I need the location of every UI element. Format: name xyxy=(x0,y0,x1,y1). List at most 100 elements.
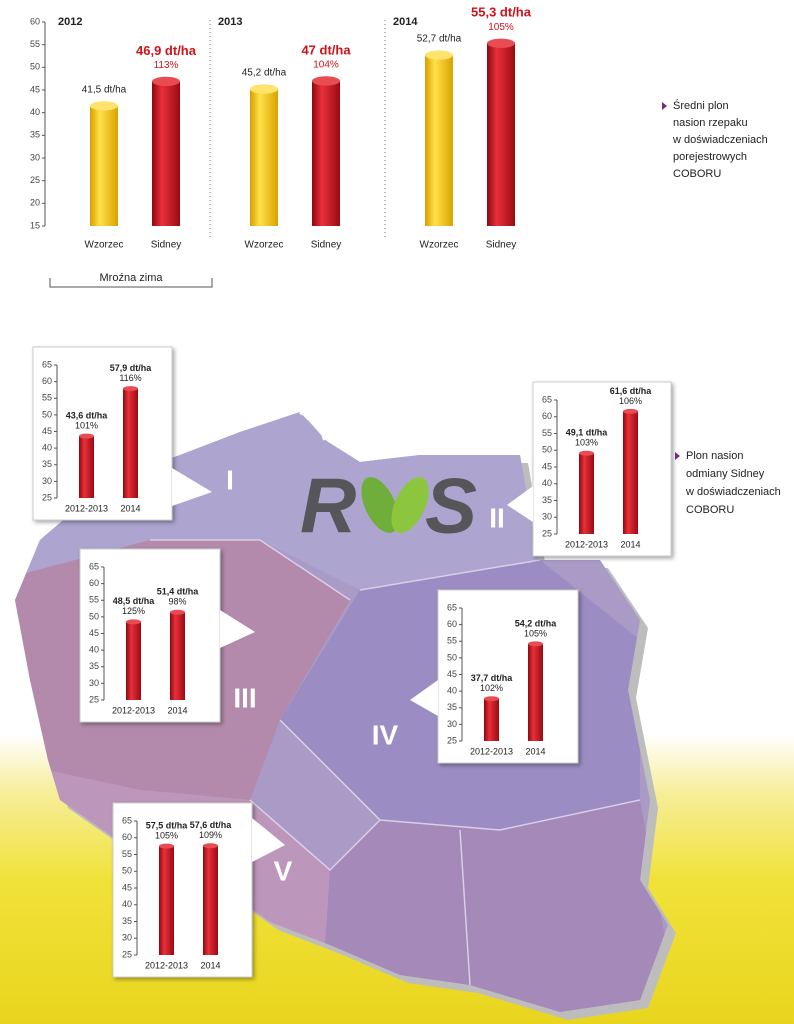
bar-cap xyxy=(79,433,94,439)
y-tick-label: 65 xyxy=(42,359,52,369)
x-tick-label: 2012-2013 xyxy=(65,503,108,513)
logo-letter: R xyxy=(300,462,356,550)
caption: w doświadczeniach xyxy=(672,134,768,146)
x-tick-label: Wzorzec xyxy=(85,240,124,251)
value-label: 45,2 dt/ha xyxy=(242,68,287,79)
percent-label: 116% xyxy=(119,373,141,383)
y-tick-label: 30 xyxy=(447,719,457,729)
y-tick-label: 30 xyxy=(122,933,132,943)
bar xyxy=(250,89,278,227)
y-tick-label: 55 xyxy=(122,849,132,859)
y-tick-label: 60 xyxy=(542,411,552,421)
x-tick-label: 2014 xyxy=(167,705,187,715)
bar xyxy=(159,846,174,955)
y-tick-label: 30 xyxy=(542,512,552,522)
group-label: 2012 xyxy=(58,16,82,28)
y-tick-label: 25 xyxy=(30,175,40,185)
callout-pointer xyxy=(410,680,438,716)
value-label: 47 dt/ha xyxy=(301,42,351,57)
percent-label: 113% xyxy=(154,60,179,71)
callout-pointer xyxy=(220,610,255,648)
percent-label: 125% xyxy=(122,606,145,616)
value-label: 48,5 dt/ha xyxy=(113,596,156,606)
callout-pointer xyxy=(172,468,212,506)
value-label: 49,1 dt/ha xyxy=(566,428,609,438)
bar-cap xyxy=(152,76,180,87)
bar xyxy=(528,643,543,741)
percent-label: 104% xyxy=(313,60,339,71)
y-tick-label: 65 xyxy=(542,394,552,404)
percent-label: 105% xyxy=(155,831,178,841)
x-tick-label: 2014 xyxy=(620,539,640,549)
y-tick-label: 55 xyxy=(447,636,457,646)
bar xyxy=(312,80,340,226)
y-tick-label: 60 xyxy=(447,619,457,629)
bar xyxy=(152,81,180,227)
callout-pointer xyxy=(252,818,285,862)
bar-cap xyxy=(159,843,174,849)
value-label: 57,6 dt/ha xyxy=(190,820,233,830)
bar-cap xyxy=(528,641,543,647)
region-label: II xyxy=(489,502,505,533)
y-tick-label: 40 xyxy=(42,443,52,453)
bar xyxy=(79,436,94,498)
y-tick-label: 35 xyxy=(122,916,132,926)
caption: w doświadczeniach xyxy=(685,486,781,498)
y-tick-label: 25 xyxy=(542,528,552,538)
x-tick-label: Wzorzec xyxy=(245,240,284,251)
y-tick-label: 50 xyxy=(447,652,457,662)
y-tick-label: 40 xyxy=(447,686,457,696)
y-tick-label: 45 xyxy=(42,426,52,436)
y-tick-label: 60 xyxy=(42,376,52,386)
x-tick-label: 2014 xyxy=(120,503,140,513)
x-tick-label: Sidney xyxy=(311,240,342,251)
bar xyxy=(90,105,118,226)
y-tick-label: 25 xyxy=(447,735,457,745)
group-label: 2014 xyxy=(393,16,418,28)
bar-cap xyxy=(123,386,138,392)
map-border xyxy=(150,539,641,986)
percent-label: 105% xyxy=(524,628,547,638)
bar xyxy=(579,453,594,534)
y-tick-label: 65 xyxy=(89,561,99,571)
bar xyxy=(123,388,138,498)
y-tick-label: 35 xyxy=(89,661,99,671)
x-tick-label: 2012-2013 xyxy=(470,746,513,756)
y-tick-label: 40 xyxy=(542,478,552,488)
percent-label: 102% xyxy=(480,683,503,693)
bracket xyxy=(49,278,213,288)
value-label: 43,6 dt/ha xyxy=(66,411,109,421)
y-tick-label: 55 xyxy=(89,595,99,605)
chart-box xyxy=(437,589,579,764)
bar xyxy=(126,621,141,700)
percent-label: 105% xyxy=(488,22,514,33)
y-tick-label: 55 xyxy=(542,428,552,438)
y-tick-label: 50 xyxy=(542,445,552,455)
caption: odmiany Sidney xyxy=(686,468,765,480)
value-label: 52,7 dt/ha xyxy=(417,34,462,45)
percent-label: 106% xyxy=(619,396,642,406)
annotation: Mroźna zima xyxy=(100,272,164,284)
y-tick-label: 45 xyxy=(447,669,457,679)
group-label: 2013 xyxy=(218,16,242,28)
y-tick-label: 45 xyxy=(542,461,552,471)
value-label: 54,2 dt/ha xyxy=(515,618,558,628)
chart-box xyxy=(112,802,253,978)
y-tick-label: 30 xyxy=(89,678,99,688)
x-tick-label: 2014 xyxy=(525,746,545,756)
x-tick-label: 2012-2013 xyxy=(145,960,188,970)
chart-box xyxy=(79,548,221,723)
y-tick-label: 15 xyxy=(30,220,40,230)
logo-letter: S xyxy=(425,462,477,550)
bar-cap xyxy=(90,101,118,111)
bar-cap xyxy=(487,38,515,48)
y-tick-label: 25 xyxy=(42,492,52,502)
y-tick-label: 40 xyxy=(30,107,40,117)
y-tick-label: 30 xyxy=(30,152,40,162)
bar-cap xyxy=(623,408,638,414)
map-region xyxy=(320,800,668,1012)
bar-cap xyxy=(484,696,499,702)
logo-leaf xyxy=(391,477,429,533)
